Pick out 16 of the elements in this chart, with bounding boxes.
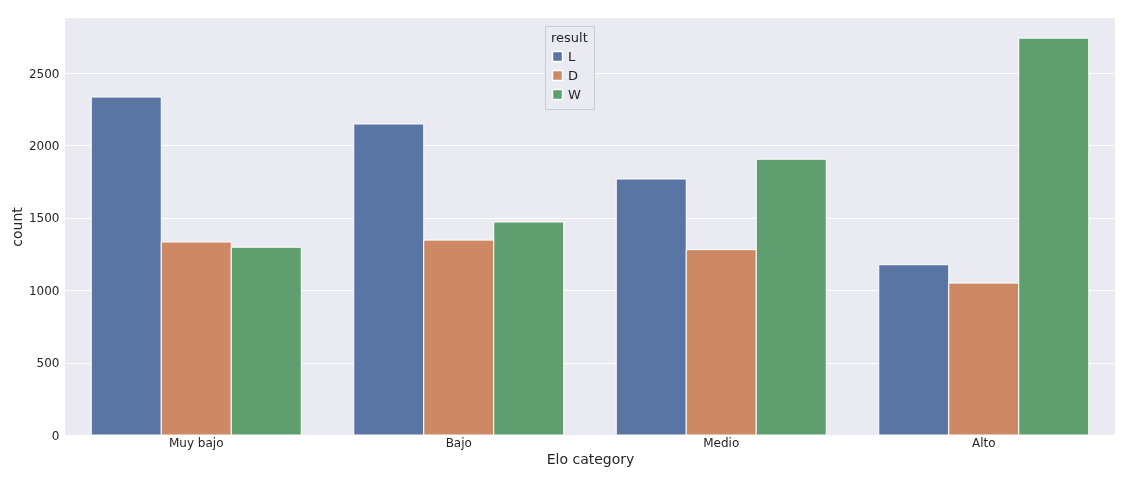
x-tick-label: Medio — [703, 435, 740, 450]
y-axis-title: count — [8, 206, 25, 247]
legend-label: L — [568, 48, 576, 64]
x-tick-label: Muy bajo — [168, 435, 224, 450]
y-tick-label: 1000 — [28, 283, 60, 298]
y-tick-label: 500 — [36, 356, 60, 371]
x-tick-label: Bajo — [445, 435, 472, 450]
y-tick-label: 1500 — [28, 211, 60, 226]
y-tick-label: 2000 — [28, 138, 60, 153]
legend-title: result — [551, 30, 588, 45]
x-axis-title: Elo category — [546, 450, 635, 467]
y-tick-label: 2500 — [28, 66, 60, 81]
x-tick-label: Alto — [971, 435, 996, 450]
legend-label: W — [568, 86, 581, 102]
legend-label: D — [568, 67, 579, 83]
y-tick-label: 0 — [51, 428, 60, 443]
